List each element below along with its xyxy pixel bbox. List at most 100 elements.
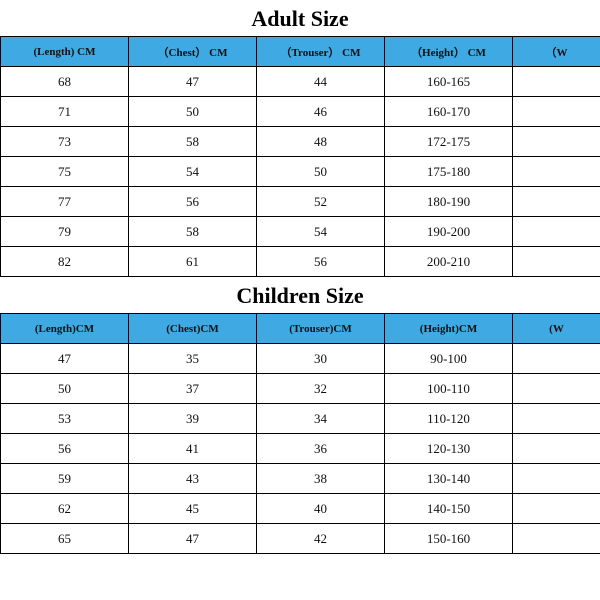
- table-row: 795854190-200: [1, 217, 600, 247]
- table-row: 533934110-120: [1, 404, 600, 434]
- table-cell: [513, 127, 600, 157]
- table-cell: 120-130: [385, 434, 513, 464]
- adult-size-table: (Length) CM （Chest） CM （Trouser） CM （Hei…: [0, 36, 600, 277]
- table-cell: 47: [129, 67, 257, 97]
- col-header-length: (Length)CM: [1, 314, 129, 344]
- table-cell: 180-190: [385, 187, 513, 217]
- table-cell: 52: [257, 187, 385, 217]
- table-cell: 39: [129, 404, 257, 434]
- table-cell: [513, 374, 600, 404]
- table-cell: 58: [129, 217, 257, 247]
- table-cell: 175-180: [385, 157, 513, 187]
- table-cell: 172-175: [385, 127, 513, 157]
- col-header-chest: (Chest)CM: [129, 314, 257, 344]
- table-row: 47353090-100: [1, 344, 600, 374]
- table-cell: [513, 247, 600, 277]
- table-cell: 79: [1, 217, 129, 247]
- table-cell: [513, 434, 600, 464]
- table-cell: 34: [257, 404, 385, 434]
- col-header-height: （Height） CM: [385, 37, 513, 67]
- table-header-row: (Length) CM （Chest） CM （Trouser） CM （Hei…: [1, 37, 600, 67]
- table-row: 564136120-130: [1, 434, 600, 464]
- table-cell: 56: [257, 247, 385, 277]
- table-cell: 190-200: [385, 217, 513, 247]
- table-cell: 58: [129, 127, 257, 157]
- table-row: 594338130-140: [1, 464, 600, 494]
- table-cell: 46: [257, 97, 385, 127]
- table-cell: 90-100: [385, 344, 513, 374]
- col-header-length: (Length) CM: [1, 37, 129, 67]
- table-cell: 50: [257, 157, 385, 187]
- table-cell: 71: [1, 97, 129, 127]
- table-row: 826156200-210: [1, 247, 600, 277]
- table-cell: 56: [1, 434, 129, 464]
- table-cell: 110-120: [385, 404, 513, 434]
- table-cell: 130-140: [385, 464, 513, 494]
- table-cell: 200-210: [385, 247, 513, 277]
- table-row: 654742150-160: [1, 524, 600, 554]
- table-cell: 37: [129, 374, 257, 404]
- table-cell: 54: [129, 157, 257, 187]
- col-header-height: (Height)CM: [385, 314, 513, 344]
- table-row: 755450175-180: [1, 157, 600, 187]
- table-cell: 47: [129, 524, 257, 554]
- col-header-w: (W: [513, 314, 600, 344]
- table-cell: [513, 187, 600, 217]
- table-cell: 54: [257, 217, 385, 247]
- table-cell: 68: [1, 67, 129, 97]
- table-cell: 50: [1, 374, 129, 404]
- table-cell: 53: [1, 404, 129, 434]
- table-cell: 160-170: [385, 97, 513, 127]
- table-cell: [513, 67, 600, 97]
- table-cell: 42: [257, 524, 385, 554]
- table-cell: 56: [129, 187, 257, 217]
- table-cell: 43: [129, 464, 257, 494]
- table-cell: [513, 97, 600, 127]
- table-cell: 62: [1, 494, 129, 524]
- table-row: 684744160-165: [1, 67, 600, 97]
- table-cell: 35: [129, 344, 257, 374]
- table-header-row: (Length)CM (Chest)CM (Trouser)CM (Height…: [1, 314, 600, 344]
- table-cell: 30: [257, 344, 385, 374]
- adult-table-body: 684744160-165715046160-170735848172-1757…: [1, 67, 600, 277]
- adult-size-title: Adult Size: [0, 0, 600, 36]
- table-cell: 65: [1, 524, 129, 554]
- table-row: 624540140-150: [1, 494, 600, 524]
- table-row: 735848172-175: [1, 127, 600, 157]
- table-cell: 61: [129, 247, 257, 277]
- col-header-w: （W: [513, 37, 600, 67]
- table-cell: 75: [1, 157, 129, 187]
- table-cell: 50: [129, 97, 257, 127]
- table-cell: 140-150: [385, 494, 513, 524]
- table-cell: [513, 157, 600, 187]
- table-cell: [513, 217, 600, 247]
- table-cell: 32: [257, 374, 385, 404]
- children-table-body: 47353090-100503732100-110533934110-12056…: [1, 344, 600, 554]
- children-size-table: (Length)CM (Chest)CM (Trouser)CM (Height…: [0, 313, 600, 554]
- table-cell: 38: [257, 464, 385, 494]
- table-cell: 41: [129, 434, 257, 464]
- table-cell: 47: [1, 344, 129, 374]
- table-cell: 160-165: [385, 67, 513, 97]
- table-row: 715046160-170: [1, 97, 600, 127]
- table-cell: 36: [257, 434, 385, 464]
- table-cell: 100-110: [385, 374, 513, 404]
- col-header-chest: （Chest） CM: [129, 37, 257, 67]
- table-cell: [513, 404, 600, 434]
- children-size-title: Children Size: [0, 277, 600, 313]
- table-cell: [513, 464, 600, 494]
- table-cell: 77: [1, 187, 129, 217]
- table-cell: [513, 524, 600, 554]
- table-cell: [513, 494, 600, 524]
- table-row: 503732100-110: [1, 374, 600, 404]
- col-header-trouser: （Trouser） CM: [257, 37, 385, 67]
- table-cell: 48: [257, 127, 385, 157]
- table-cell: 82: [1, 247, 129, 277]
- table-cell: 40: [257, 494, 385, 524]
- table-row: 775652180-190: [1, 187, 600, 217]
- table-cell: 150-160: [385, 524, 513, 554]
- table-cell: 73: [1, 127, 129, 157]
- table-cell: 45: [129, 494, 257, 524]
- table-cell: 44: [257, 67, 385, 97]
- table-cell: 59: [1, 464, 129, 494]
